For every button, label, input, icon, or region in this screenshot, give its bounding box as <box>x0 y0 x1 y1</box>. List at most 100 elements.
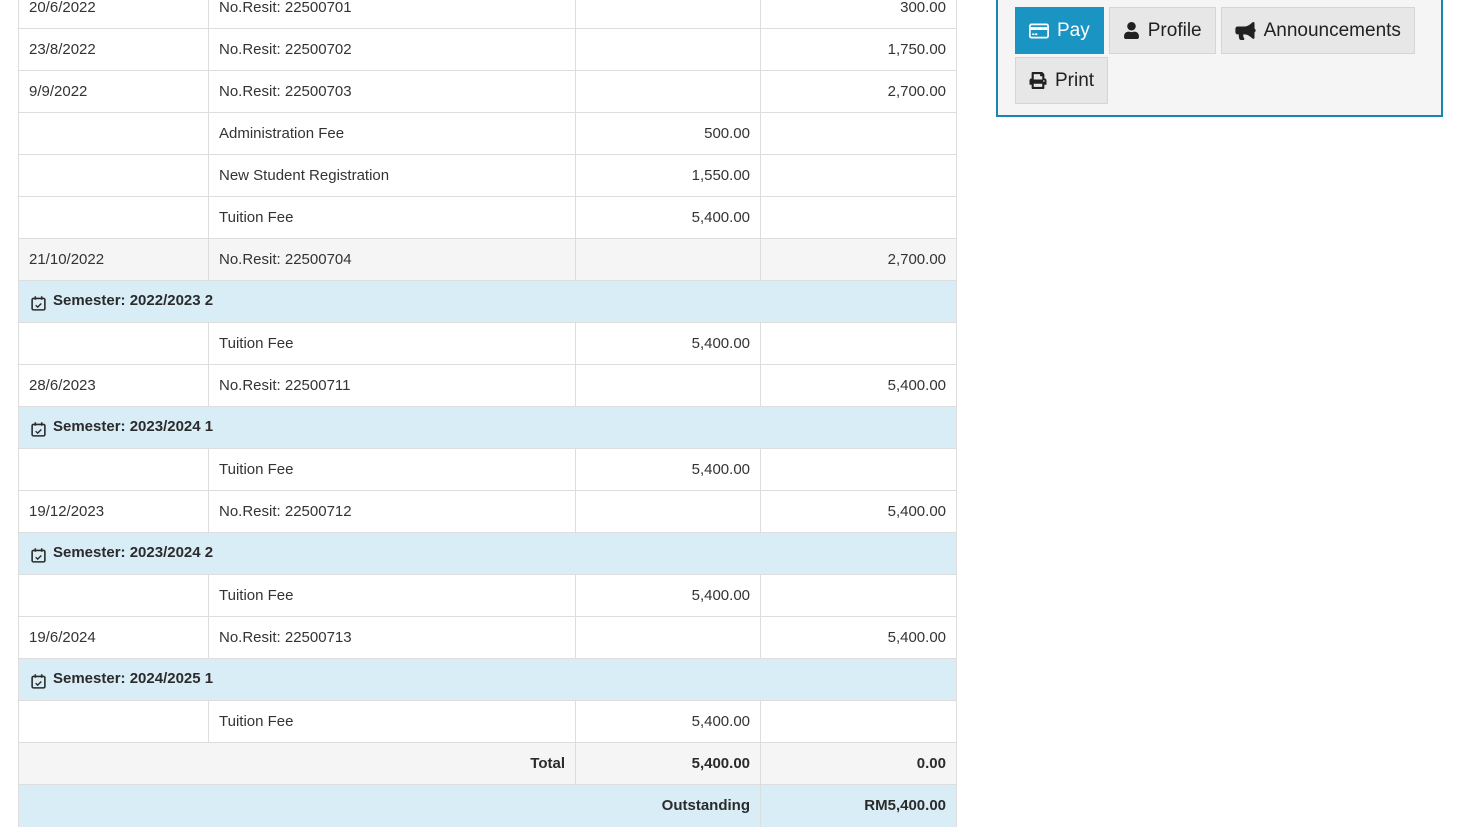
semester-label: Semester: 2024/2025 1 <box>53 670 214 687</box>
outstanding-label: Outstanding <box>18 784 761 827</box>
cell-credit: 2,700.00 <box>760 70 957 113</box>
cell-description: Tuition Fee <box>208 448 576 491</box>
statement-row: Tuition Fee 5,400.00 <box>18 574 957 617</box>
cell-credit: 5,400.00 <box>760 616 957 659</box>
cell-date <box>18 322 209 365</box>
cell-description: Tuition Fee <box>208 322 576 365</box>
print-button[interactable]: Print <box>1015 57 1109 104</box>
cell-date: 20/6/2022 <box>18 0 209 29</box>
total-row: Total 5,400.00 0.00 <box>18 742 957 785</box>
cell-date: 21/10/2022 <box>18 238 209 281</box>
total-debit: 5,400.00 <box>575 742 761 785</box>
cell-description: Tuition Fee <box>208 196 576 239</box>
statement-row: 19/12/2023 No.Resit: 22500712 5,400.00 <box>18 490 957 533</box>
cell-debit <box>575 70 761 113</box>
pay-button[interactable]: Pay <box>1015 7 1104 54</box>
total-label: Total <box>18 742 576 785</box>
cell-debit <box>575 490 761 533</box>
calendar-check-icon <box>31 672 46 689</box>
cell-credit <box>760 322 957 365</box>
bullhorn-icon <box>1234 21 1256 40</box>
calendar-check-icon <box>31 420 46 437</box>
statement-row: Administration Fee 500.00 <box>18 112 957 155</box>
profile-button-label: Profile <box>1147 20 1202 41</box>
fee-statement: 20/6/2022 No.Resit: 22500701 300.00 23/8/20… <box>18 0 957 827</box>
cell-date <box>18 574 209 617</box>
cell-debit: 1,550.00 <box>575 154 761 197</box>
cell-description: New Student Registration <box>208 154 576 197</box>
printer-icon <box>1029 72 1047 89</box>
cell-credit <box>760 700 957 743</box>
statement-row: 20/6/2022 No.Resit: 22500701 300.00 <box>18 0 957 29</box>
calendar-check-icon <box>31 546 46 563</box>
cell-debit: 5,400.00 <box>575 574 761 617</box>
announcements-button-label: Announcements <box>1263 20 1401 41</box>
profile-button[interactable]: Profile <box>1108 7 1216 54</box>
statement-row: 9/9/2022 No.Resit: 22500703 2,700.00 <box>18 70 957 113</box>
print-button-label: Print <box>1055 70 1095 91</box>
cell-description: Tuition Fee <box>208 700 576 743</box>
statement-row: 19/6/2024 No.Resit: 22500713 5,400.00 <box>18 616 957 659</box>
cell-date <box>18 154 209 197</box>
cell-credit: 2,700.00 <box>760 238 957 281</box>
cell-description: Tuition Fee <box>208 574 576 617</box>
statement-row: Tuition Fee 5,400.00 <box>18 196 957 239</box>
cell-debit <box>575 238 761 281</box>
semester-label: Semester: 2022/2023 2 <box>53 292 214 309</box>
cell-description: No.Resit: 22500711 <box>208 364 576 407</box>
cell-credit <box>760 448 957 491</box>
cell-credit: 5,400.00 <box>760 364 957 407</box>
actions-button-group: Pay Profile Announcements Print <box>1015 7 1431 104</box>
semester-header-row: Semester: 2023/2024 2 <box>18 532 957 575</box>
semester-header-row: Semester: 2024/2025 1 <box>18 658 957 701</box>
cell-debit <box>575 28 761 71</box>
semester-header-row: Semester: 2022/2023 2 <box>18 280 957 323</box>
cell-credit: 1,750.00 <box>760 28 957 71</box>
cell-credit: 5,400.00 <box>760 490 957 533</box>
cell-date: 19/12/2023 <box>18 490 209 533</box>
cell-description: No.Resit: 22500702 <box>208 28 576 71</box>
cell-credit <box>760 196 957 239</box>
cell-description: No.Resit: 22500703 <box>208 70 576 113</box>
semester-label: Semester: 2023/2024 1 <box>53 418 214 435</box>
cell-credit <box>760 574 957 617</box>
actions-panel: Pay Profile Announcements Print <box>996 0 1443 117</box>
cell-debit <box>575 364 761 407</box>
cell-date <box>18 448 209 491</box>
statement-row: 28/6/2023 No.Resit: 22500711 5,400.00 <box>18 364 957 407</box>
cell-description: No.Resit: 22500701 <box>208 0 576 29</box>
cell-credit <box>760 154 957 197</box>
cell-description: No.Resit: 22500704 <box>208 238 576 281</box>
cell-description: No.Resit: 22500713 <box>208 616 576 659</box>
statement-row: Tuition Fee 5,400.00 <box>18 322 957 365</box>
pay-button-label: Pay <box>1057 20 1090 41</box>
cell-date <box>18 112 209 155</box>
statement-row: Tuition Fee 5,400.00 <box>18 700 957 743</box>
user-icon <box>1123 22 1140 39</box>
fee-statement-table: 20/6/2022 No.Resit: 22500701 300.00 23/8/20… <box>18 0 957 827</box>
cell-credit <box>760 112 957 155</box>
statement-row: New Student Registration 1,550.00 <box>18 154 957 197</box>
cell-date: 28/6/2023 <box>18 364 209 407</box>
cell-debit: 500.00 <box>575 112 761 155</box>
outstanding-row: Outstanding RM5,400.00 <box>18 784 957 827</box>
semester-label: Semester: 2023/2024 2 <box>53 544 214 561</box>
cell-debit: 5,400.00 <box>575 700 761 743</box>
cell-debit <box>575 616 761 659</box>
cell-date <box>18 700 209 743</box>
statement-row: 23/8/2022 No.Resit: 22500702 1,750.00 <box>18 28 957 71</box>
cell-description: No.Resit: 22500712 <box>208 490 576 533</box>
statement-body: 20/6/2022 No.Resit: 22500701 300.00 23/8/20… <box>18 0 957 827</box>
cell-debit <box>575 0 761 29</box>
announcements-button[interactable]: Announcements <box>1220 7 1415 54</box>
cell-date: 9/9/2022 <box>18 70 209 113</box>
cell-debit: 5,400.00 <box>575 322 761 365</box>
semester-header-row: Semester: 2023/2024 1 <box>18 406 957 449</box>
cell-description: Administration Fee <box>208 112 576 155</box>
calendar-check-icon <box>31 294 46 311</box>
cell-date: 23/8/2022 <box>18 28 209 71</box>
total-credit: 0.00 <box>760 742 957 785</box>
cell-date: 19/6/2024 <box>18 616 209 659</box>
credit-card-icon <box>1029 23 1049 39</box>
cell-debit: 5,400.00 <box>575 196 761 239</box>
